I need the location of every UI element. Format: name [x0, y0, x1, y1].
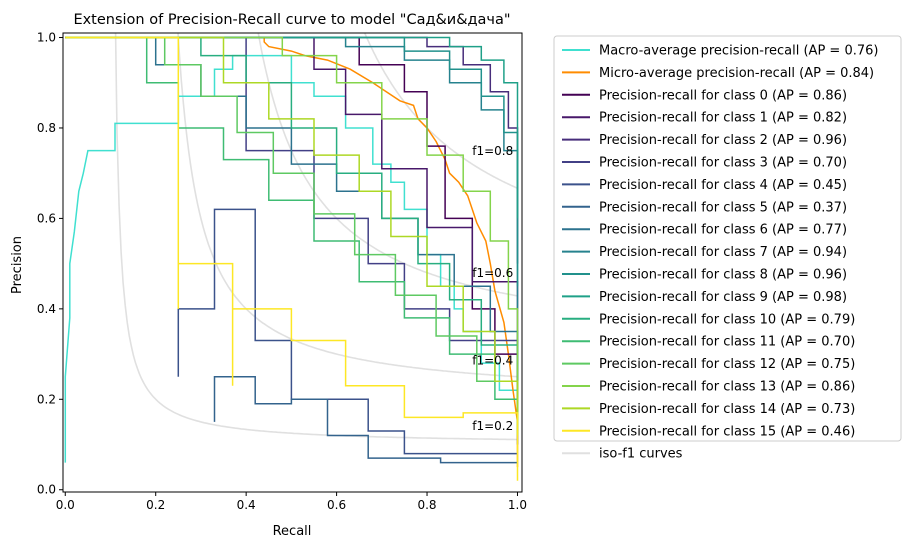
x-axis-label: Recall — [273, 524, 312, 539]
y-axis: 0.0 0.2 0.4 0.6 0.8 1.0 — [37, 31, 63, 497]
series-line-15 — [65, 36, 519, 422]
series-line-10 — [65, 36, 519, 287]
legend-entry: Precision-recall for class 8 (AP = 0.96) — [599, 268, 847, 283]
series-line-3 — [65, 36, 519, 400]
legend-entry: Precision-recall for class 7 (AP = 0.94) — [599, 245, 847, 260]
y-axis-label: Precision — [10, 236, 25, 294]
iso-f1-label: f1=0.2 — [472, 419, 513, 433]
legend-entry: Precision-recall for class 10 (AP = 0.79… — [599, 312, 855, 327]
legend-entry: Precision-recall for class 2 (AP = 0.96) — [599, 133, 847, 148]
series-line-17 — [65, 36, 519, 481]
plot-area: f1=0.2 f1=0.4 f1=0.6 f1=0.8 — [62, 32, 523, 493]
y-tick-label: 0.0 — [37, 483, 56, 497]
y-tick-label: 1.0 — [37, 31, 56, 45]
x-tick-label: 1.0 — [508, 498, 527, 512]
series-lines — [64, 36, 519, 481]
legend-entry: Precision-recall for class 15 (AP = 0.46… — [599, 424, 855, 439]
iso-f1-label: f1=0.6 — [472, 266, 513, 280]
legend-entry: Precision-recall for class 14 (AP = 0.73… — [599, 402, 855, 417]
series-line-4 — [65, 36, 519, 264]
legend-frame — [553, 35, 902, 442]
y-tick-label: 0.6 — [37, 211, 56, 225]
legend-entry: iso-f1 curves — [599, 447, 683, 462]
legend-entry: Macro-average precision-recall (AP = 0.7… — [599, 44, 878, 59]
x-axis: 0.0 0.2 0.4 0.6 0.8 1.0 — [56, 492, 527, 512]
iso-f1-label: f1=0.4 — [472, 353, 513, 367]
x-tick-label: 0.4 — [237, 498, 256, 512]
legend-entry: Precision-recall for class 3 (AP = 0.70) — [599, 156, 847, 171]
legend-entry: Precision-recall for class 11 (AP = 0.70… — [599, 335, 855, 350]
y-tick-label: 0.8 — [37, 121, 56, 135]
y-tick-label: 0.2 — [37, 392, 56, 406]
legend-entry: Precision-recall for class 13 (AP = 0.86… — [599, 380, 855, 395]
x-tick-label: 0.0 — [56, 498, 75, 512]
series-line-14 — [65, 36, 519, 436]
legend: Macro-average precision-recall (AP = 0.7… — [553, 35, 902, 462]
legend-entry: Precision-recall for class 1 (AP = 0.82) — [599, 111, 847, 126]
iso-f1-curve — [177, 33, 518, 378]
iso-f1-labels: f1=0.2 f1=0.4 f1=0.6 f1=0.8 — [472, 144, 513, 433]
series-line-1 — [65, 36, 519, 468]
legend-entry: Precision-recall for class 5 (AP = 0.37) — [599, 200, 847, 215]
x-tick-label: 0.2 — [146, 498, 165, 512]
series-line-7 — [213, 375, 518, 464]
series-line-16 — [65, 36, 519, 436]
legend-entry: Precision-recall for class 0 (AP = 0.86) — [599, 88, 847, 103]
legend-entry: Micro-average precision-recall (AP = 0.8… — [599, 66, 874, 81]
series-line-12 — [65, 36, 519, 427]
legend-entry: Precision-recall for class 12 (AP = 0.75… — [599, 357, 855, 372]
plot-frame — [62, 32, 523, 493]
legend-entry: Precision-recall for class 4 (AP = 0.45) — [599, 178, 847, 193]
iso-f1-curve — [114, 33, 518, 441]
iso-f1-label: f1=0.8 — [472, 144, 513, 158]
series-line-9 — [65, 36, 519, 309]
y-tick-label: 0.4 — [37, 302, 56, 316]
legend-entry: Precision-recall for class 6 (AP = 0.77) — [599, 223, 847, 238]
series-line-11 — [65, 36, 519, 219]
chart-title: Extension of Precision-Recall curve to m… — [73, 12, 510, 28]
iso-f1-curves — [114, 33, 518, 441]
legend-entry: Precision-recall for class 9 (AP = 0.98) — [599, 290, 847, 305]
x-tick-label: 0.6 — [327, 498, 346, 512]
x-tick-label: 0.8 — [417, 498, 436, 512]
